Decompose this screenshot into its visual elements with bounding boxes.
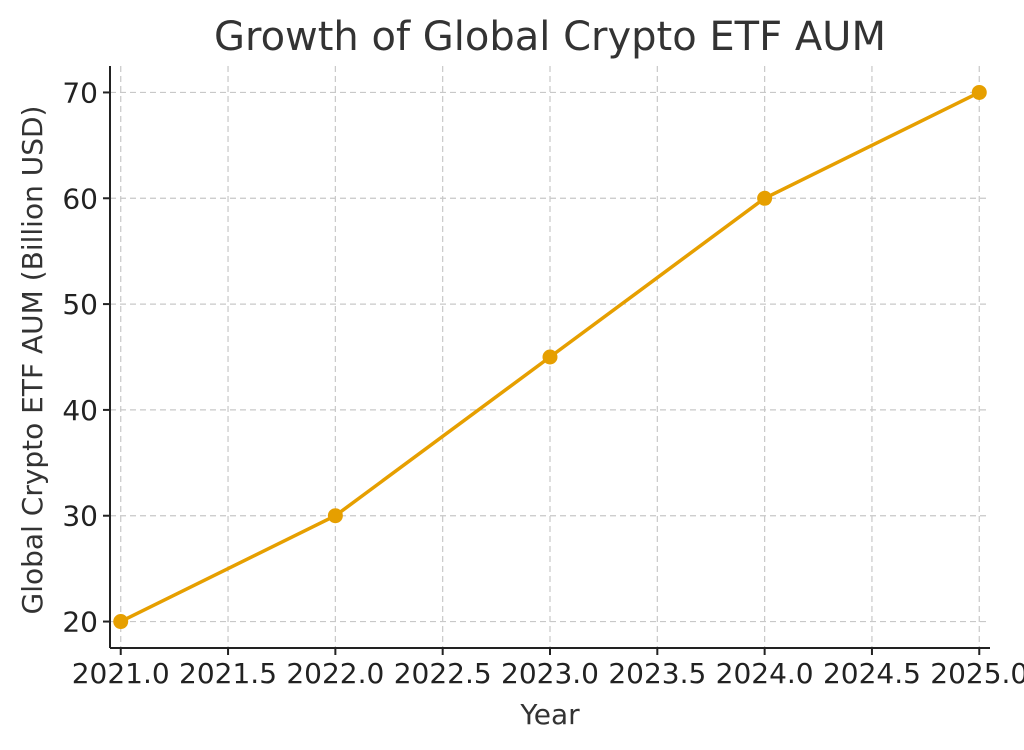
ticks: 2021.0 2021.5 2022.0 2022.5 2023.0 2023.5 2024… <box>62 76 1024 690</box>
x-tick-label: 2024.0 <box>716 657 814 690</box>
x-tick-label: 2023.0 <box>501 657 599 690</box>
y-tick-label: 20 <box>62 606 98 639</box>
y-tick-label: 60 <box>62 182 98 215</box>
grid <box>110 66 990 648</box>
y-tick-label: 30 <box>62 500 98 533</box>
data-point <box>113 614 129 630</box>
series-layer <box>113 84 987 630</box>
y-tick-label: 40 <box>62 394 98 427</box>
x-tick-label: 2023.5 <box>608 657 706 690</box>
x-tick-label: 2021.5 <box>179 657 277 690</box>
data-point <box>542 349 558 365</box>
x-tick-label: 2024.5 <box>823 657 921 690</box>
x-tick-label: 2022.0 <box>286 657 384 690</box>
y-tick-label: 70 <box>62 76 98 109</box>
y-tick-label: 50 <box>62 288 98 321</box>
y-axis-label: Global Crypto ETF AUM (Billion USD) <box>16 106 49 615</box>
x-tick-label: 2021.0 <box>72 657 170 690</box>
data-point <box>757 190 773 206</box>
x-axis-label: Year <box>519 698 580 731</box>
x-tick-label: 2025.0 <box>930 657 1024 690</box>
chart-title: Growth of Global Crypto ETF AUM <box>214 14 886 60</box>
x-tick-label: 2022.5 <box>394 657 492 690</box>
data-point <box>327 508 343 524</box>
data-point <box>971 84 987 100</box>
